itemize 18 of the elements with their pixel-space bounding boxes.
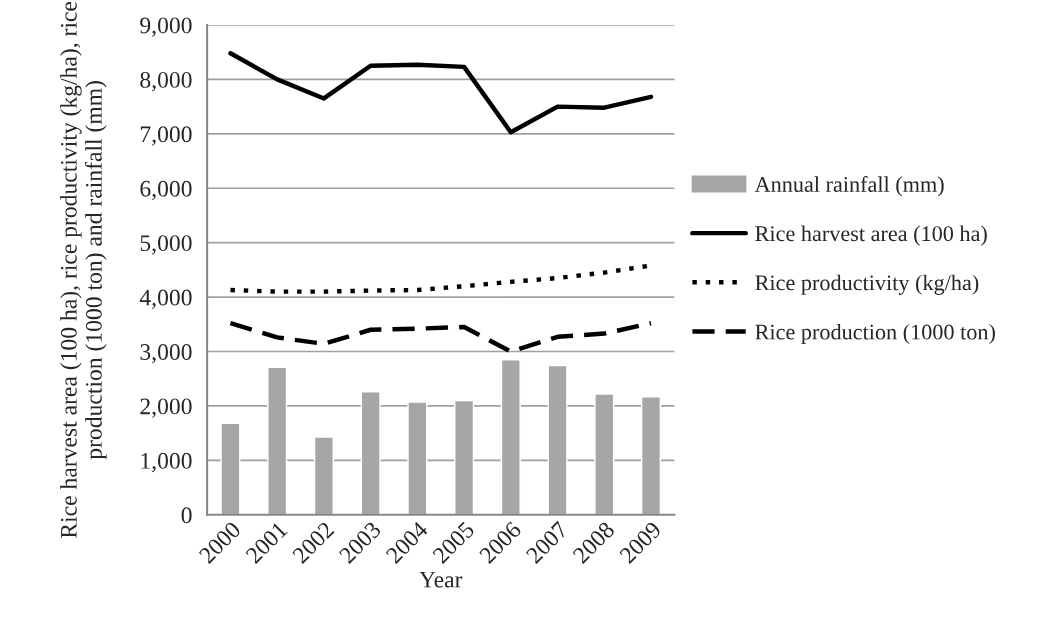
y-tick-label: 7,000 bbox=[140, 126, 192, 146]
legend-label: Rice productivity (kg/ha) bbox=[755, 274, 979, 295]
line-series bbox=[228, 321, 654, 354]
y-tick-label: 5,000 bbox=[140, 235, 192, 255]
y-tick-label: 2,000 bbox=[140, 398, 192, 418]
legend-label: Annual rainfall (mm) bbox=[754, 176, 944, 197]
y-tick-label: 3,000 bbox=[140, 344, 192, 364]
legend-label: Rice production (1000 ton) bbox=[755, 323, 995, 345]
legend-label: Rice harvest area (100 ha) bbox=[755, 225, 987, 246]
x-axis-title: Year bbox=[419, 571, 463, 588]
y-tick-label: 4,000 bbox=[139, 289, 192, 309]
line-series bbox=[228, 51, 654, 135]
y-tick-label: 1,000 bbox=[141, 452, 192, 473]
y-axis-title: Rice harvest area (100 ha), rice productivity (kg/ha), rice production (1000 ton) and rainfall (mm) bbox=[60, 1, 107, 538]
y-tick-label: 9,000 bbox=[140, 17, 192, 37]
y-tick-label: 6,000 bbox=[140, 180, 192, 201]
y-tick-label: 0 bbox=[181, 507, 192, 524]
y-tick-label: 8,000 bbox=[140, 71, 192, 92]
